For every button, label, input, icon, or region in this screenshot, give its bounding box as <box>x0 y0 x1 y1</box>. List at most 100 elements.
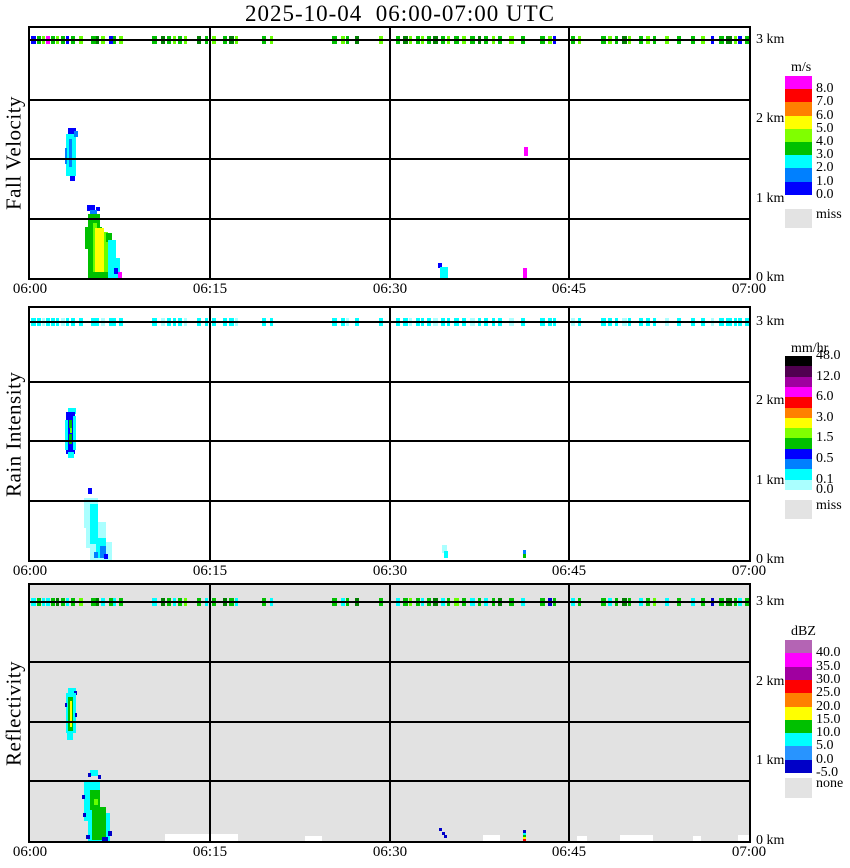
missing-label: miss <box>816 497 842 513</box>
echo-rect <box>68 128 76 136</box>
colorbar-segment <box>785 142 812 156</box>
colorbar-segment <box>785 366 812 378</box>
colorbar-segment <box>785 181 812 196</box>
colorbar-label: 15.0 <box>816 711 841 727</box>
colorbar-label: 10.0 <box>816 725 841 741</box>
echo-rect <box>87 205 95 211</box>
echo-rect <box>65 420 68 450</box>
colorbar-label: 8.0 <box>816 81 834 97</box>
colorbar-label: 3.0 <box>816 409 834 425</box>
echo-rect <box>68 408 76 414</box>
echo-rect <box>86 835 90 839</box>
echo-rect <box>118 272 122 278</box>
echo-rect <box>523 833 526 835</box>
km-label: 0 km <box>756 270 785 285</box>
echo-rect <box>738 835 749 841</box>
echo-rect <box>523 268 527 278</box>
echo-rect <box>92 807 106 840</box>
v-gridline <box>209 308 211 560</box>
colorbar-label: 0.0 <box>816 481 834 497</box>
colorbar-segment <box>785 459 812 470</box>
echo-rect <box>444 551 448 558</box>
colorbar-label: 1.0 <box>816 173 834 189</box>
echo-rect <box>82 795 85 799</box>
colorbar-segment <box>785 376 812 388</box>
x-tick-label: 07:00 <box>731 281 767 297</box>
x-tick-label: 07:00 <box>731 844 767 860</box>
colorbar-segment <box>785 89 812 103</box>
echo-rect <box>95 228 104 272</box>
echo-rect <box>483 835 500 841</box>
echo-rect <box>102 837 108 841</box>
colorbar-segment <box>785 417 812 429</box>
x-tick-label: 06:00 <box>12 281 48 297</box>
km-label: 3 km <box>756 314 785 329</box>
x-tick-label: 06:15 <box>192 563 228 579</box>
colorbar-segment <box>785 438 812 450</box>
x-tick-label: 06:00 <box>12 563 48 579</box>
panel-rain-intensity <box>30 308 749 560</box>
colorbar-title-reflectivity: dBZ <box>791 624 816 639</box>
colorbar-segment <box>785 356 812 367</box>
x-tick-label: 06:30 <box>372 281 408 297</box>
v-gridline <box>389 28 391 278</box>
x-tick-label: 06:00 <box>12 844 48 860</box>
colorbar-label: 2.0 <box>816 160 834 176</box>
echo-rect <box>100 546 106 558</box>
missing-swatch <box>785 778 812 798</box>
colorbar-segment <box>785 397 812 408</box>
x-tick-label: 06:15 <box>192 281 228 297</box>
echo-rect <box>73 416 76 450</box>
echo-rect <box>75 713 77 717</box>
colorbar-label: 5.0 <box>816 738 834 754</box>
colorbar-segment <box>785 640 812 654</box>
echo-rect <box>444 835 447 838</box>
x-tick-label: 06:30 <box>372 844 408 860</box>
echo-rect <box>68 452 74 458</box>
colorbar-segment <box>785 168 812 183</box>
panel-fall-velocity <box>30 28 749 278</box>
km-label: 2 km <box>756 673 785 689</box>
x-tick-label: 07:00 <box>731 563 767 579</box>
echo-rect <box>108 831 112 836</box>
echo-rect <box>70 701 72 727</box>
echo-rect <box>88 488 92 494</box>
colorbar-segment <box>785 128 812 143</box>
echo-rect <box>65 703 67 707</box>
colorbar-segment <box>785 115 812 130</box>
echo-rect <box>523 550 526 554</box>
echo-rect <box>305 836 322 841</box>
colorbar-segment <box>785 759 812 774</box>
echo-rect <box>114 268 118 274</box>
km-label: 1 km <box>756 472 785 488</box>
colorbar-segment <box>785 693 812 707</box>
v-gridline <box>568 28 570 278</box>
echo-rect <box>94 799 98 805</box>
echo-rect <box>88 773 91 777</box>
colorbar-label: 20.0 <box>816 698 841 714</box>
v-gridline <box>209 585 211 841</box>
colorbar-label: 4.0 <box>816 134 834 149</box>
colorbar-title-fall-velocity: m/s <box>791 60 812 75</box>
echo-rect <box>90 504 98 544</box>
x-tick-label: 06:45 <box>551 563 587 579</box>
v-gridline <box>568 308 570 560</box>
colorbar-segment <box>785 76 812 90</box>
echo-rect <box>620 835 653 841</box>
echo-rect <box>65 148 67 164</box>
echo-rect <box>69 139 72 167</box>
echo-rect <box>524 147 528 156</box>
v-gridline <box>568 585 570 841</box>
x-tick-label: 06:45 <box>551 281 587 297</box>
km-label: 1 km <box>756 753 785 769</box>
echo-rect <box>693 836 701 841</box>
x-tick-label: 06:15 <box>192 844 228 860</box>
panel-reflectivity <box>30 585 749 841</box>
colorbar-segment <box>785 666 812 681</box>
colorbar-label: 0.0 <box>816 186 834 202</box>
km-label: 0 km <box>756 833 785 848</box>
echo-rect <box>69 420 72 428</box>
colorbar-label: 12.0 <box>816 368 841 384</box>
v-gridline <box>389 308 391 560</box>
y-axis-title-reflectivity: Reflectivity <box>1 660 26 766</box>
